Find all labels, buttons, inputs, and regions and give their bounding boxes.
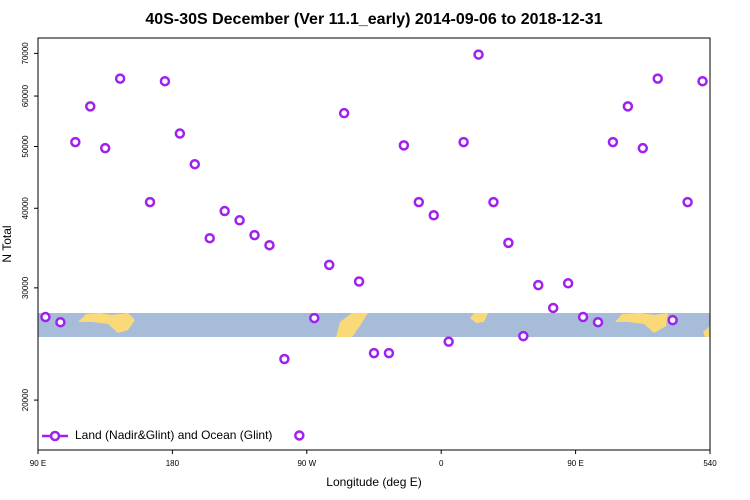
point: [294, 430, 305, 441]
point: [144, 196, 156, 208]
x-tick-label: 90 E: [567, 459, 583, 468]
point: [323, 259, 335, 271]
point: [40, 311, 51, 323]
land: [703, 326, 710, 337]
point: [189, 158, 201, 170]
point: [652, 73, 663, 84]
point: [682, 196, 693, 208]
point: [309, 312, 320, 324]
y-axis-label: N Total: [0, 225, 14, 262]
plot-frame: [37, 37, 711, 451]
point: [55, 316, 66, 328]
point: [622, 101, 634, 112]
legend-marker: [49, 430, 61, 442]
point: [234, 215, 245, 226]
point: [70, 136, 81, 148]
point: [368, 347, 380, 359]
y-tick-label: 30000: [21, 276, 30, 299]
point: [473, 49, 484, 60]
y-tick-label: 40000: [21, 197, 30, 220]
point: [353, 276, 365, 287]
point: [458, 136, 469, 148]
y-tick-label: 60000: [21, 84, 30, 107]
point: [577, 311, 589, 323]
point: [249, 229, 260, 241]
point: [488, 196, 499, 208]
point: [547, 302, 559, 314]
y-tick-label: 50000: [21, 135, 30, 158]
point: [204, 232, 215, 244]
point: [562, 278, 574, 289]
x-tick-label: 90 E: [30, 459, 46, 468]
x-tick-label: 180: [166, 459, 180, 468]
point: [383, 347, 395, 359]
legend-label: Land (Nadir&Glint) and Ocean (Glint): [75, 428, 272, 442]
y-tick-label: 70000: [21, 42, 30, 65]
x-tick-label: 90 W: [297, 459, 316, 468]
y-tick-label: 20000: [21, 388, 30, 411]
point: [518, 330, 529, 342]
point: [159, 75, 171, 87]
point: [99, 142, 111, 154]
point: [413, 196, 425, 208]
point: [398, 140, 410, 151]
point: [264, 239, 275, 251]
point: [279, 353, 290, 365]
point: [697, 75, 708, 87]
point: [637, 142, 649, 154]
point: [607, 136, 619, 148]
point: [338, 107, 350, 119]
point: [667, 314, 678, 326]
x-axis-label: Longitude (deg E): [326, 475, 421, 489]
land: [615, 313, 668, 333]
point: [114, 73, 126, 84]
map-band: [38, 313, 710, 337]
point: [533, 279, 544, 291]
land: [78, 313, 135, 333]
point: [174, 128, 186, 139]
land: [470, 313, 488, 323]
x-tick-label: 540: [703, 459, 717, 468]
chart-title: 40S-30S December (Ver 11.1_early) 2014-0…: [145, 11, 602, 28]
point: [428, 210, 439, 221]
land: [336, 313, 368, 337]
point: [85, 101, 96, 112]
x-tick-label: 0: [439, 459, 444, 468]
point: [219, 205, 230, 217]
point: [503, 237, 514, 249]
point: [443, 336, 454, 347]
ocean-band: [38, 313, 710, 337]
point: [592, 316, 604, 328]
